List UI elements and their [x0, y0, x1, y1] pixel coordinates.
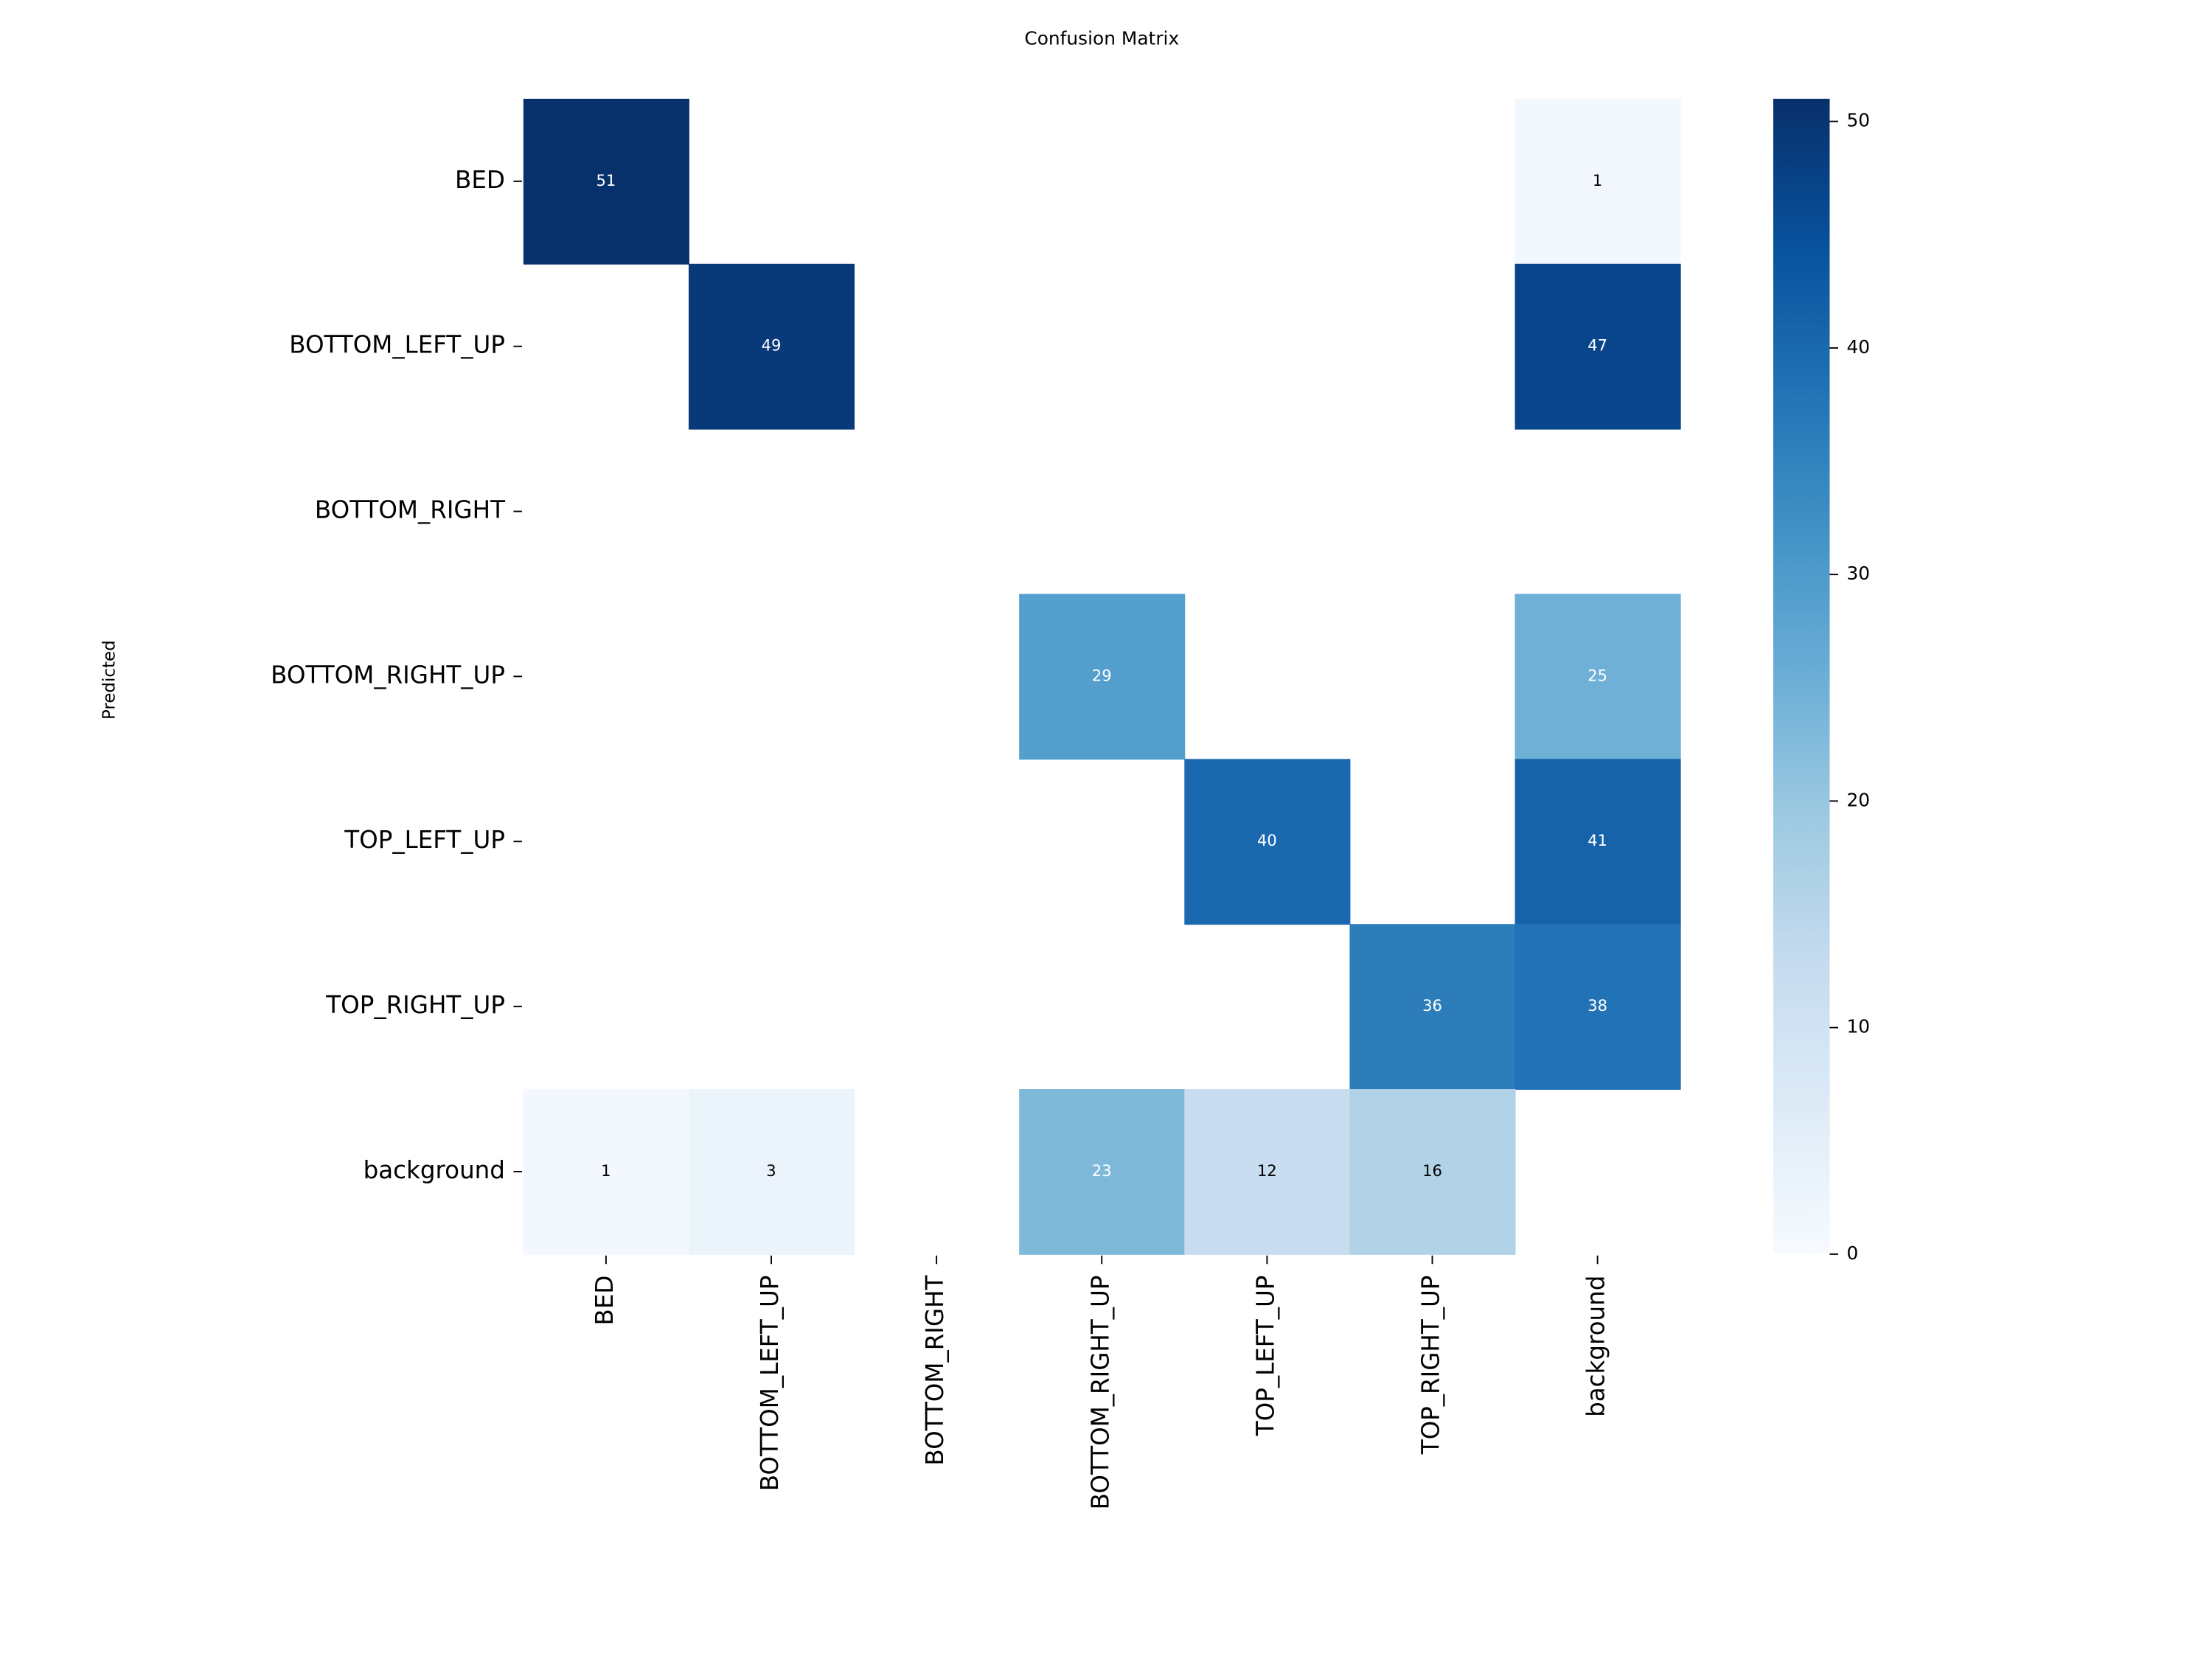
- y-tick-label: BOTTOM_LEFT_UP: [289, 331, 505, 359]
- heatmap-cell: [1514, 98, 1681, 265]
- y-tick-label: TOP_RIGHT_UP: [325, 991, 505, 1019]
- heatmap-cell: [523, 1089, 689, 1255]
- colorbar-tick-label: 50: [1846, 110, 1870, 131]
- heatmap-cell: [1514, 594, 1681, 760]
- heatmap-cell: [1514, 924, 1681, 1090]
- cell-label: 51: [597, 171, 616, 189]
- cell-label: 23: [1092, 1161, 1112, 1180]
- y-axis-label: Predicted: [100, 640, 119, 720]
- heatmap-cell: [1019, 1089, 1186, 1255]
- cell-label: 25: [1587, 666, 1607, 684]
- colorbar-tick-label: 20: [1846, 789, 1870, 810]
- x-tick-label: BOTTOM_RIGHT: [921, 1275, 949, 1465]
- heatmap-cell: [1514, 759, 1681, 925]
- cell-label: 41: [1587, 831, 1607, 849]
- x-tick-label: TOP_LEFT_UP: [1251, 1276, 1279, 1437]
- heatmap-cell: [1019, 594, 1186, 760]
- cell-label: 1: [601, 1161, 611, 1180]
- colorbar-tick-label: 30: [1846, 563, 1870, 584]
- colorbar-tick-label: 40: [1846, 336, 1870, 358]
- cell-label: 16: [1422, 1161, 1442, 1180]
- x-tick-label: TOP_RIGHT_UP: [1417, 1276, 1445, 1455]
- cell-label: 49: [762, 336, 782, 355]
- y-tick-label: BOTTOM_RIGHT: [315, 496, 505, 524]
- y-tick-label: BED: [455, 166, 505, 194]
- cell-label: 29: [1092, 666, 1112, 684]
- y-tick-label: BOTTOM_RIGHT_UP: [271, 661, 505, 689]
- heatmap-cell: [688, 263, 855, 430]
- heatmap-cell: [1184, 759, 1351, 925]
- heatmap-cell: [688, 1089, 855, 1255]
- y-tick-label: background: [364, 1156, 505, 1184]
- heatmap-cell: [1184, 1089, 1351, 1255]
- cell-label: 12: [1257, 1161, 1277, 1180]
- cell-label: 36: [1422, 996, 1442, 1015]
- cell-label: 1: [1593, 171, 1602, 189]
- colorbar-tick-label: 10: [1846, 1016, 1870, 1037]
- x-tick-label: BED: [591, 1276, 619, 1326]
- colorbar-tick-label: 0: [1846, 1242, 1858, 1264]
- chart-title: Confusion Matrix: [1024, 28, 1179, 49]
- heatmap-cell: [523, 98, 689, 265]
- cell-label: 47: [1587, 336, 1607, 355]
- y-tick-label: TOP_LEFT_UP: [344, 826, 505, 854]
- cell-label: 38: [1587, 996, 1607, 1015]
- x-tick-label: BOTTOM_RIGHT_UP: [1086, 1276, 1114, 1510]
- heatmap-cell: [1349, 1089, 1516, 1255]
- heatmap-cell: [1349, 924, 1516, 1090]
- cell-label: 3: [766, 1161, 776, 1180]
- colorbar: [1773, 98, 1830, 1254]
- heatmap-cell: [1514, 263, 1681, 430]
- cell-label: 40: [1257, 831, 1277, 849]
- x-tick-label: background: [1582, 1276, 1610, 1417]
- x-tick-label: BOTTOM_LEFT_UP: [756, 1276, 784, 1492]
